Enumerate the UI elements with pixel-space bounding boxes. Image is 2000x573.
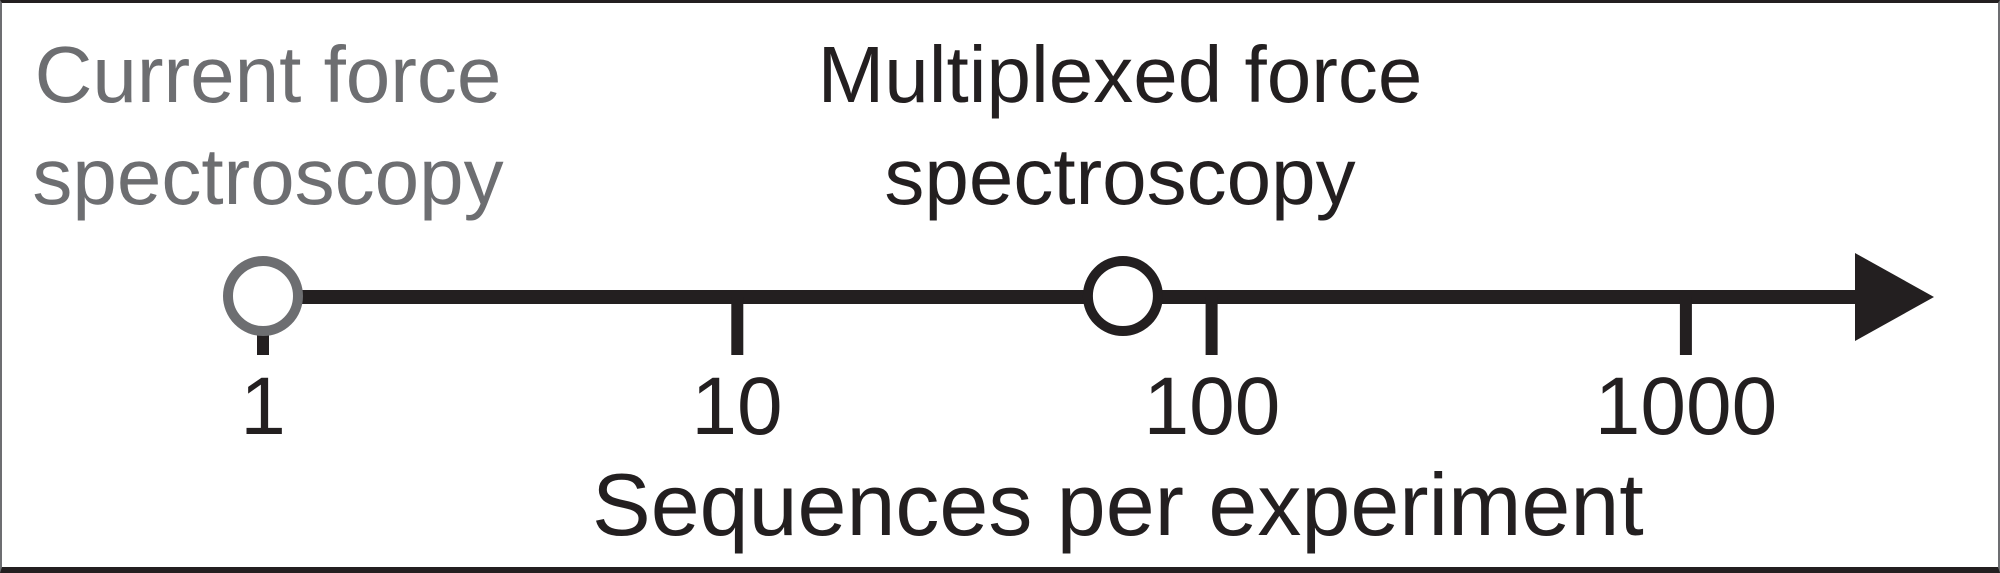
tick-label-1000: 1000 <box>1594 361 1778 452</box>
axis-arrowhead-icon <box>1855 253 1934 341</box>
marker-multiplexed-force-spectroscopy <box>1082 256 1163 336</box>
label-multiplexed-line1: Multiplexed force <box>817 30 1423 119</box>
label-multiplexed-force-spectroscopy: Multiplexed force spectroscopy <box>790 24 1450 228</box>
label-current-force-spectroscopy: Current force spectroscopy <box>8 24 528 228</box>
tick-label-100: 100 <box>1143 361 1281 452</box>
axis-tick-1000 <box>1679 297 1692 355</box>
axis-line <box>262 290 1862 304</box>
label-current-line2: spectroscopy <box>32 132 504 221</box>
axis-tick-100 <box>1205 297 1218 355</box>
sequences-axis-diagram <box>223 253 1934 355</box>
axis-tick-10 <box>731 297 744 355</box>
axis-tick-1 <box>257 333 269 355</box>
label-multiplexed-line2: spectroscopy <box>884 132 1356 221</box>
axis-title: Sequences per experiment <box>592 455 1644 554</box>
label-current-line1: Current force <box>34 30 502 119</box>
tick-label-10: 10 <box>691 361 783 452</box>
tick-label-1: 1 <box>240 361 286 452</box>
marker-current-force-spectroscopy <box>223 256 303 336</box>
